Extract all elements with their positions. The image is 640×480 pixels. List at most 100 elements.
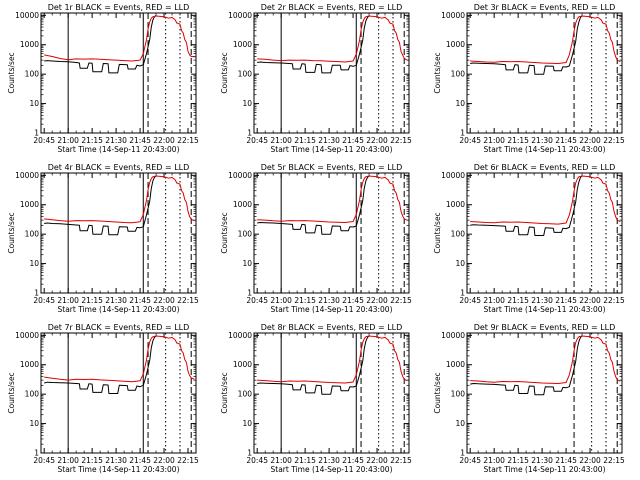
chart-title: Det 7r BLACK = Events, RED = LLD xyxy=(48,323,190,332)
y-tick-label: 1 xyxy=(247,289,252,298)
y-tick-label: 10 xyxy=(455,419,465,428)
detector-panel-7: Det 7r BLACK = Events, RED = LLD 1 10 100 10… xyxy=(7,323,199,474)
x-axis-label: Start Time (14-Sep-11 20:43:00) xyxy=(58,305,180,314)
y-tick-label: 10 xyxy=(455,259,465,268)
x-axis-label: Start Time (14-Sep-11 20:43:00) xyxy=(271,145,393,154)
y-tick-label: 1 xyxy=(34,129,39,138)
x-axis-label: Start Time (14-Sep-11 20:43:00) xyxy=(58,145,180,154)
chart-title: Det 5r BLACK = Events, RED = LLD xyxy=(261,163,403,172)
y-tick-label: 100 xyxy=(238,230,253,239)
y-axis-label: Counts/sec xyxy=(433,372,442,413)
x-tick-label: 22:15 xyxy=(390,296,412,305)
y-tick-label: 1000 xyxy=(233,200,252,209)
y-tick-label: 1000 xyxy=(20,360,39,369)
x-tick-label: 22:15 xyxy=(390,456,412,465)
x-tick-label: 22:15 xyxy=(603,456,625,465)
x-axis-label: Start Time (14-Sep-11 20:43:00) xyxy=(484,145,606,154)
x-tick-label: 21:45 xyxy=(342,456,364,465)
y-axis-label: Counts/sec xyxy=(433,212,442,253)
x-tick-label: 21:15 xyxy=(81,296,103,305)
y-tick-label: 1000 xyxy=(233,360,252,369)
x-tick-label: 20:45 xyxy=(33,136,55,145)
y-tick-label: 1000 xyxy=(233,40,252,49)
lld-series-line xyxy=(44,15,195,62)
detector-panel-4: Det 4r BLACK = Events, RED = LLD 1 10 100 10… xyxy=(7,163,199,314)
chart-title: Det 2r BLACK = Events, RED = LLD xyxy=(261,3,403,12)
x-tick-label: 20:45 xyxy=(33,296,55,305)
x-tick-label: 20:45 xyxy=(246,296,268,305)
detector-panel-5: Det 5r BLACK = Events, RED = LLD 1 10 100 10… xyxy=(220,163,412,314)
plot-frame xyxy=(253,332,410,454)
y-tick-label: 100 xyxy=(238,70,253,79)
lld-series-line xyxy=(470,335,621,384)
x-tick-label: 21:15 xyxy=(507,136,529,145)
x-tick-label: 21:00 xyxy=(483,136,505,145)
y-tick-label: 10000 xyxy=(15,11,39,20)
x-tick-label: 22:00 xyxy=(366,136,388,145)
x-tick-label: 21:30 xyxy=(105,136,127,145)
y-axis-label: Counts/sec xyxy=(220,52,229,93)
events-series-line xyxy=(257,15,370,74)
y-tick-label: 1000 xyxy=(446,360,465,369)
x-tick-label: 22:00 xyxy=(579,456,601,465)
x-tick-label: 22:15 xyxy=(390,136,412,145)
x-tick-label: 21:00 xyxy=(57,136,79,145)
plot-frame xyxy=(253,172,410,294)
lld-series-line xyxy=(470,175,621,225)
plot-frame xyxy=(466,12,623,134)
x-tick-label: 21:15 xyxy=(294,136,316,145)
events-series-line xyxy=(470,335,583,396)
x-tick-label: 21:00 xyxy=(270,456,292,465)
x-tick-label: 21:15 xyxy=(507,296,529,305)
y-tick-label: 10000 xyxy=(228,11,252,20)
chart-title: Det 3r BLACK = Events, RED = LLD xyxy=(474,3,616,12)
y-tick-label: 1 xyxy=(460,449,465,458)
y-axis-label: Counts/sec xyxy=(7,52,16,93)
x-tick-label: 21:30 xyxy=(531,136,553,145)
x-tick-label: 21:45 xyxy=(129,296,151,305)
chart-title: Det 9r BLACK = Events, RED = LLD xyxy=(474,323,616,332)
x-axis-label: Start Time (14-Sep-11 20:43:00) xyxy=(484,305,606,314)
x-tick-label: 21:00 xyxy=(270,296,292,305)
plot-frame xyxy=(466,332,623,454)
y-tick-label: 100 xyxy=(238,390,253,399)
x-tick-label: 21:30 xyxy=(105,456,127,465)
x-tick-label: 20:45 xyxy=(459,296,481,305)
x-tick-label: 22:00 xyxy=(366,456,388,465)
x-tick-label: 21:30 xyxy=(318,136,340,145)
x-tick-label: 21:00 xyxy=(270,136,292,145)
x-tick-label: 21:45 xyxy=(555,456,577,465)
y-tick-label: 10000 xyxy=(441,171,465,180)
y-tick-label: 10 xyxy=(242,99,252,108)
x-tick-label: 21:15 xyxy=(81,136,103,145)
x-tick-label: 21:45 xyxy=(129,136,151,145)
events-series-line xyxy=(470,15,583,75)
x-tick-label: 22:00 xyxy=(153,456,175,465)
y-tick-label: 1 xyxy=(247,449,252,458)
x-tick-label: 21:45 xyxy=(342,296,364,305)
x-tick-label: 21:45 xyxy=(342,136,364,145)
events-series-line xyxy=(44,175,157,236)
lld-series-line xyxy=(44,335,195,383)
lld-series-line xyxy=(257,175,408,223)
y-tick-label: 1 xyxy=(34,449,39,458)
x-tick-label: 21:45 xyxy=(129,456,151,465)
y-tick-label: 10000 xyxy=(441,11,465,20)
x-tick-label: 22:00 xyxy=(153,136,175,145)
x-tick-label: 21:00 xyxy=(483,296,505,305)
detector-panel-9: Det 9r BLACK = Events, RED = LLD 1 10 100 10… xyxy=(433,323,625,474)
chart-title: Det 8r BLACK = Events, RED = LLD xyxy=(261,323,403,332)
y-tick-label: 10000 xyxy=(228,171,252,180)
x-tick-label: 20:45 xyxy=(246,456,268,465)
y-tick-label: 10 xyxy=(29,99,39,108)
x-tick-label: 22:15 xyxy=(603,136,625,145)
x-tick-label: 21:00 xyxy=(57,456,79,465)
y-tick-label: 1000 xyxy=(20,40,39,49)
x-tick-label: 22:15 xyxy=(603,296,625,305)
lld-series-line xyxy=(257,15,408,63)
x-tick-label: 22:15 xyxy=(177,136,199,145)
detector-panel-8: Det 8r BLACK = Events, RED = LLD 1 10 100 10… xyxy=(220,323,412,474)
y-axis-label: Counts/sec xyxy=(7,212,16,253)
plot-frame xyxy=(40,332,197,454)
y-tick-label: 1000 xyxy=(446,40,465,49)
